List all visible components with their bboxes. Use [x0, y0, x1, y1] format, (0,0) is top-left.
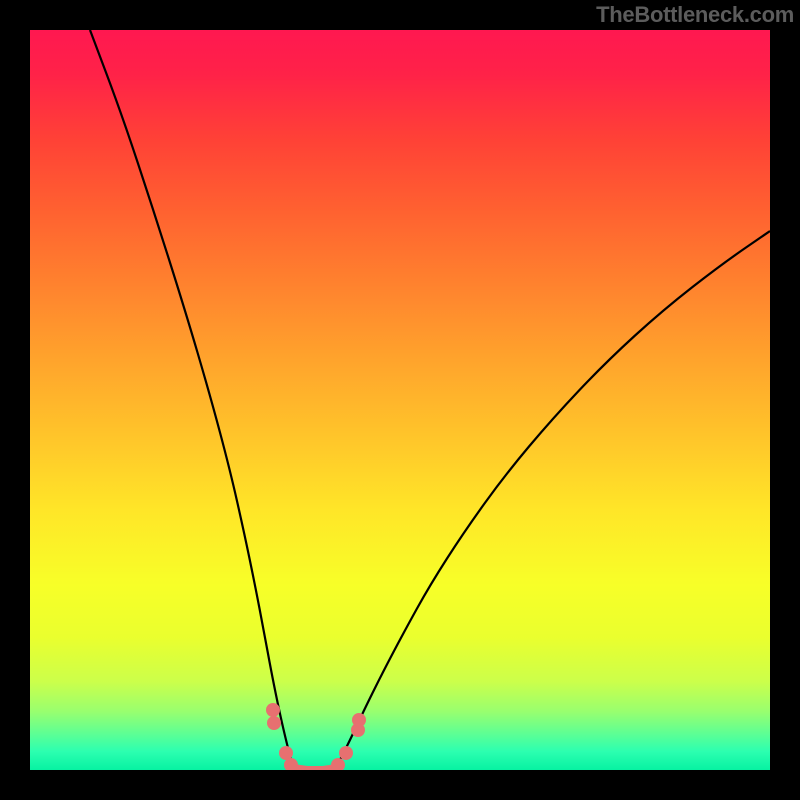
right-curve	[335, 231, 770, 768]
attribution-text: TheBottleneck.com	[596, 2, 794, 28]
curve-overlay	[30, 30, 770, 770]
data-dot	[266, 703, 280, 717]
bottom-connector	[295, 768, 335, 770]
chart-container: TheBottleneck.com	[0, 0, 800, 800]
data-dot	[267, 716, 281, 730]
data-dot	[339, 746, 353, 760]
data-dot	[352, 713, 366, 727]
plot-area	[30, 30, 770, 770]
data-dot	[279, 746, 293, 760]
data-dot	[331, 758, 345, 770]
left-curve	[90, 30, 295, 768]
